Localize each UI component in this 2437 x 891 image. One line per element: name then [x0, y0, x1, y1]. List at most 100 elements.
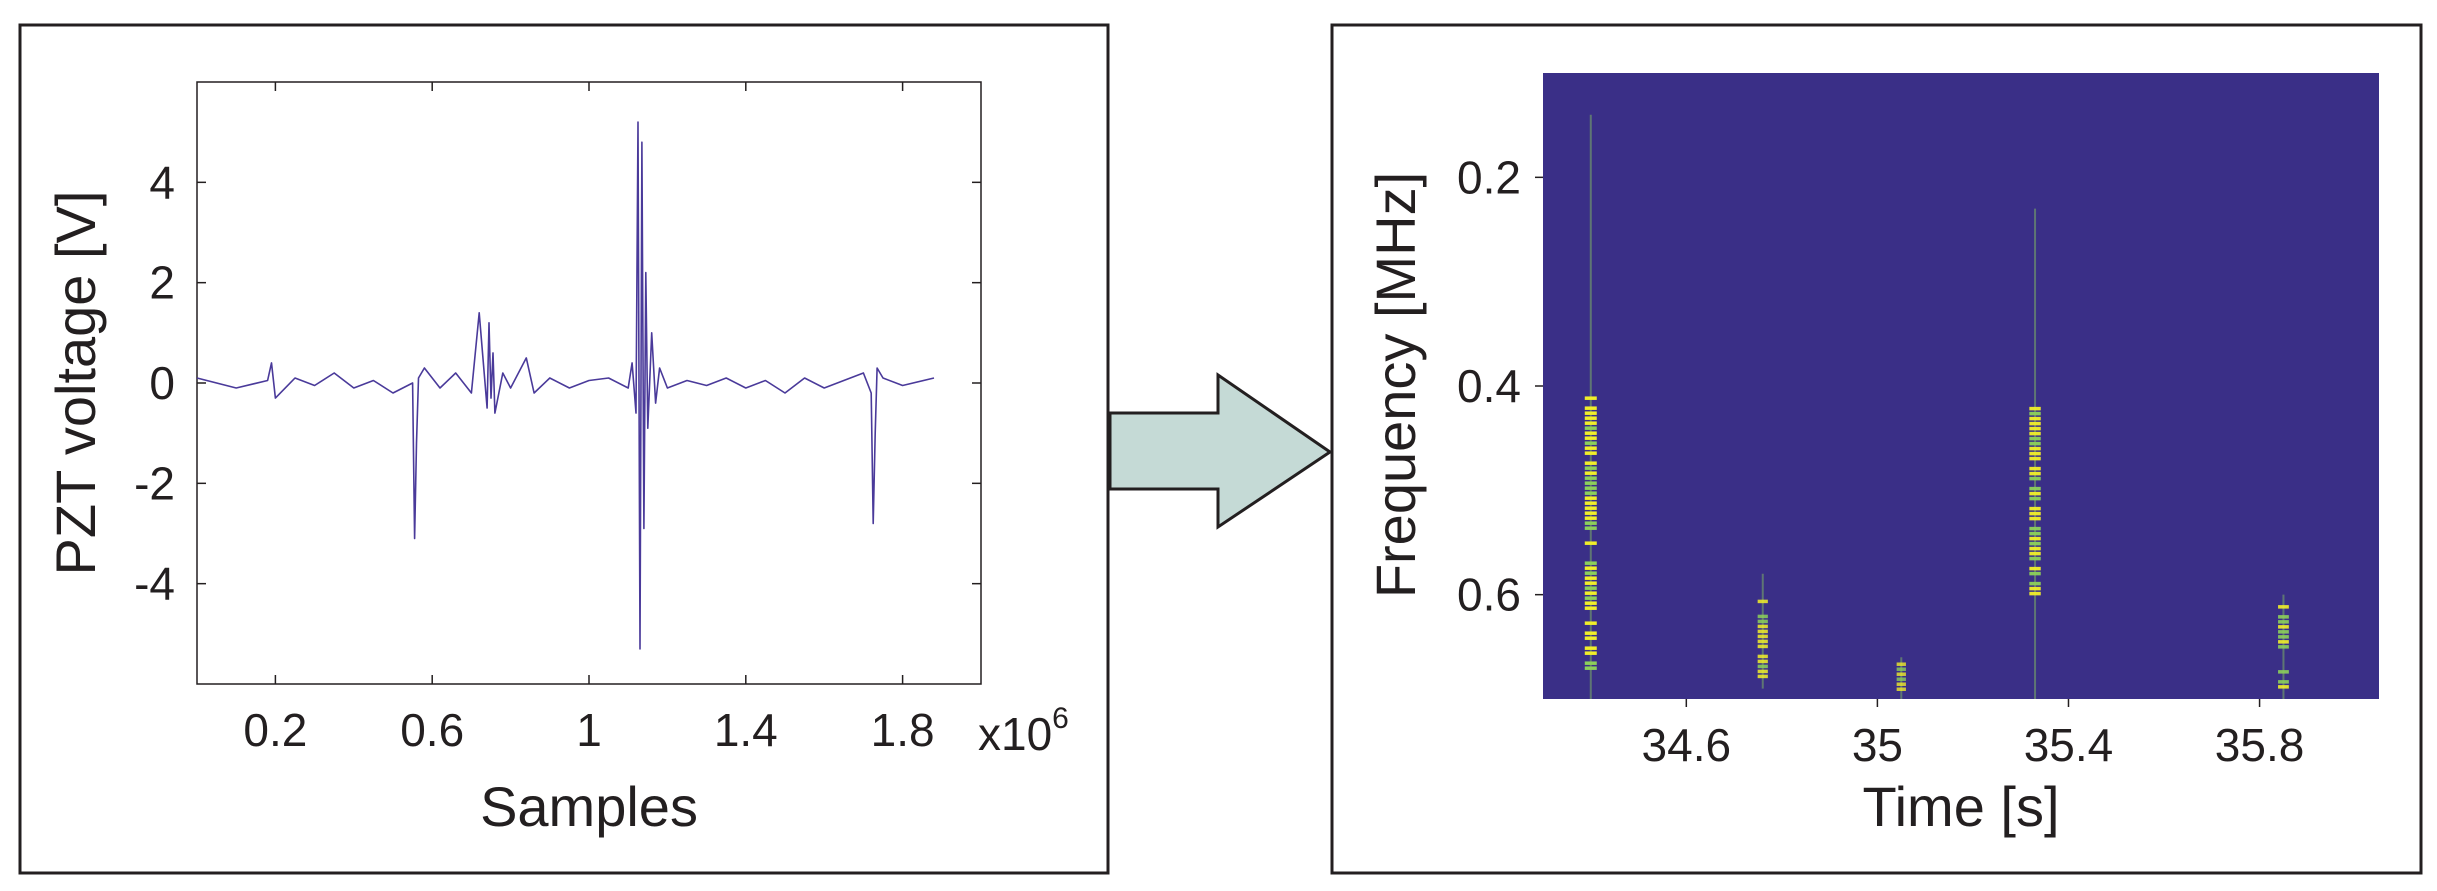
- burst-segment: [1896, 667, 1906, 671]
- burst-segment: [2278, 680, 2289, 684]
- burst-segment: [2029, 516, 2041, 521]
- burst-segment: [1584, 476, 1597, 480]
- burst-segment: [1896, 682, 1906, 686]
- burst-segment: [1757, 599, 1768, 604]
- x-multiplier-exponent: 6: [1052, 702, 1069, 735]
- spectrogram-x-tick-label: 35.8: [2215, 719, 2305, 771]
- right-panel: 34.6 35 35.4 35.8 0.2 0.4 0.6 Time [s] Frequen…: [1330, 23, 2423, 875]
- burst-segment: [1584, 421, 1597, 425]
- burst-segment: [1896, 677, 1906, 681]
- burst-segment: [1584, 426, 1597, 430]
- burst-segment: [2029, 426, 2041, 431]
- burst-segment: [2278, 670, 2289, 674]
- spectrogram-y-tick-label: 0.4: [1457, 360, 1521, 412]
- spectrogram-burst: [1584, 114, 1597, 699]
- spectrogram-y-tick-label: 0.2: [1457, 151, 1521, 203]
- burst-segment: [2278, 605, 2289, 609]
- burst-segment: [1584, 446, 1597, 450]
- burst-segment: [1584, 631, 1597, 635]
- burst-segment: [1584, 651, 1597, 655]
- burst-segment: [2029, 471, 2041, 476]
- burst-segment: [2278, 645, 2289, 649]
- spectrogram-burst: [1757, 573, 1768, 689]
- burst-segment: [1584, 566, 1597, 570]
- burst-segment: [2029, 556, 2041, 561]
- spectrogram-x-tick-label: 35: [1852, 719, 1903, 771]
- burst-segment: [1757, 664, 1768, 669]
- burst-segment: [1584, 506, 1597, 510]
- burst-segment: [2029, 441, 2041, 446]
- waveform-y-tick-label: 0: [149, 357, 175, 409]
- burst-segment: [2029, 486, 2041, 491]
- burst-segment: [2278, 640, 2289, 644]
- burst-segment: [2029, 406, 2041, 411]
- burst-segment: [1584, 521, 1597, 525]
- burst-segment: [2278, 635, 2289, 639]
- waveform-x-tick-label: 1.4: [714, 704, 778, 756]
- burst-segment: [2029, 496, 2041, 501]
- burst-segment: [2029, 551, 2041, 556]
- spectrogram-x-axis-title: Time [s]: [1862, 775, 2059, 838]
- burst-segment: [1584, 666, 1597, 670]
- burst-segment: [1584, 586, 1597, 590]
- transform-arrow: [1108, 372, 1333, 530]
- burst-segment: [2029, 451, 2041, 456]
- waveform-tick-labels: 0.2 0.6 1 1.4 1.8 4 2 0 -2 -4: [134, 156, 934, 756]
- spectrogram-y-tick-label: 0.6: [1457, 569, 1521, 621]
- burst-segment: [1584, 431, 1597, 435]
- burst-segment: [2278, 625, 2289, 629]
- burst-segment: [2029, 456, 2041, 461]
- burst-segment: [1896, 672, 1906, 676]
- burst-segment: [2029, 566, 2041, 571]
- burst-segment: [1584, 416, 1597, 420]
- burst-segment: [1584, 561, 1597, 565]
- burst-segment: [1584, 516, 1597, 520]
- burst-segment: [1584, 411, 1597, 415]
- burst-segment: [1584, 581, 1597, 585]
- burst-segment: [2029, 546, 2041, 551]
- burst-segment: [2029, 491, 2041, 496]
- burst-segment: [2029, 466, 2041, 471]
- burst-segment: [1584, 501, 1597, 505]
- spectrogram-x-tick-label: 35.4: [2024, 719, 2114, 771]
- burst-segment: [1757, 639, 1768, 644]
- burst-segment: [2029, 586, 2041, 591]
- burst-segment: [1584, 621, 1597, 625]
- burst-segment: [1584, 646, 1597, 650]
- burst-segment: [2278, 615, 2289, 619]
- burst-segment: [1757, 629, 1768, 634]
- burst-segment: [1584, 601, 1597, 605]
- burst-segment: [2029, 571, 2041, 576]
- burst-segment: [1584, 541, 1597, 545]
- waveform-x-tick-label: 1.8: [871, 704, 935, 756]
- burst-segment: [1584, 511, 1597, 515]
- waveform-x-tick-label: 1: [576, 704, 602, 756]
- burst-segment: [1584, 451, 1597, 455]
- burst-segment: [1584, 661, 1597, 665]
- burst-segment: [2029, 436, 2041, 441]
- spectrogram-burst: [1896, 657, 1906, 699]
- spectrogram-x-tick-label: 34.6: [1642, 719, 1732, 771]
- burst-segment: [2029, 511, 2041, 516]
- left-panel: 0.2 0.6 1 1.4 1.8 4 2 0 -2 -4 x106 Samples PZT vo…: [18, 23, 1110, 875]
- burst-segment: [1584, 496, 1597, 500]
- spectrogram-burst: [2029, 208, 2041, 699]
- waveform-y-tick-label: -4: [134, 558, 175, 610]
- burst-segment: [1757, 654, 1768, 659]
- spectrogram-bursts: [1584, 114, 2289, 699]
- waveform-x-tick-label: 0.6: [400, 704, 464, 756]
- burst-segment: [1584, 636, 1597, 640]
- burst-segment: [1584, 606, 1597, 610]
- x-multiplier-label: x106: [978, 702, 1069, 760]
- burst-segment: [2029, 411, 2041, 416]
- waveform-x-axis-title: Samples: [480, 775, 698, 838]
- burst-segment: [2029, 531, 2041, 536]
- burst-segment: [2029, 431, 2041, 436]
- left-panel-border: [18, 23, 1110, 875]
- burst-segment: [1584, 466, 1597, 470]
- waveform-y-axis-title: PZT voltage [V]: [44, 191, 107, 576]
- burst-segment: [2029, 446, 2041, 451]
- x-multiplier-base: x10: [978, 708, 1052, 760]
- burst-segment: [1584, 591, 1597, 595]
